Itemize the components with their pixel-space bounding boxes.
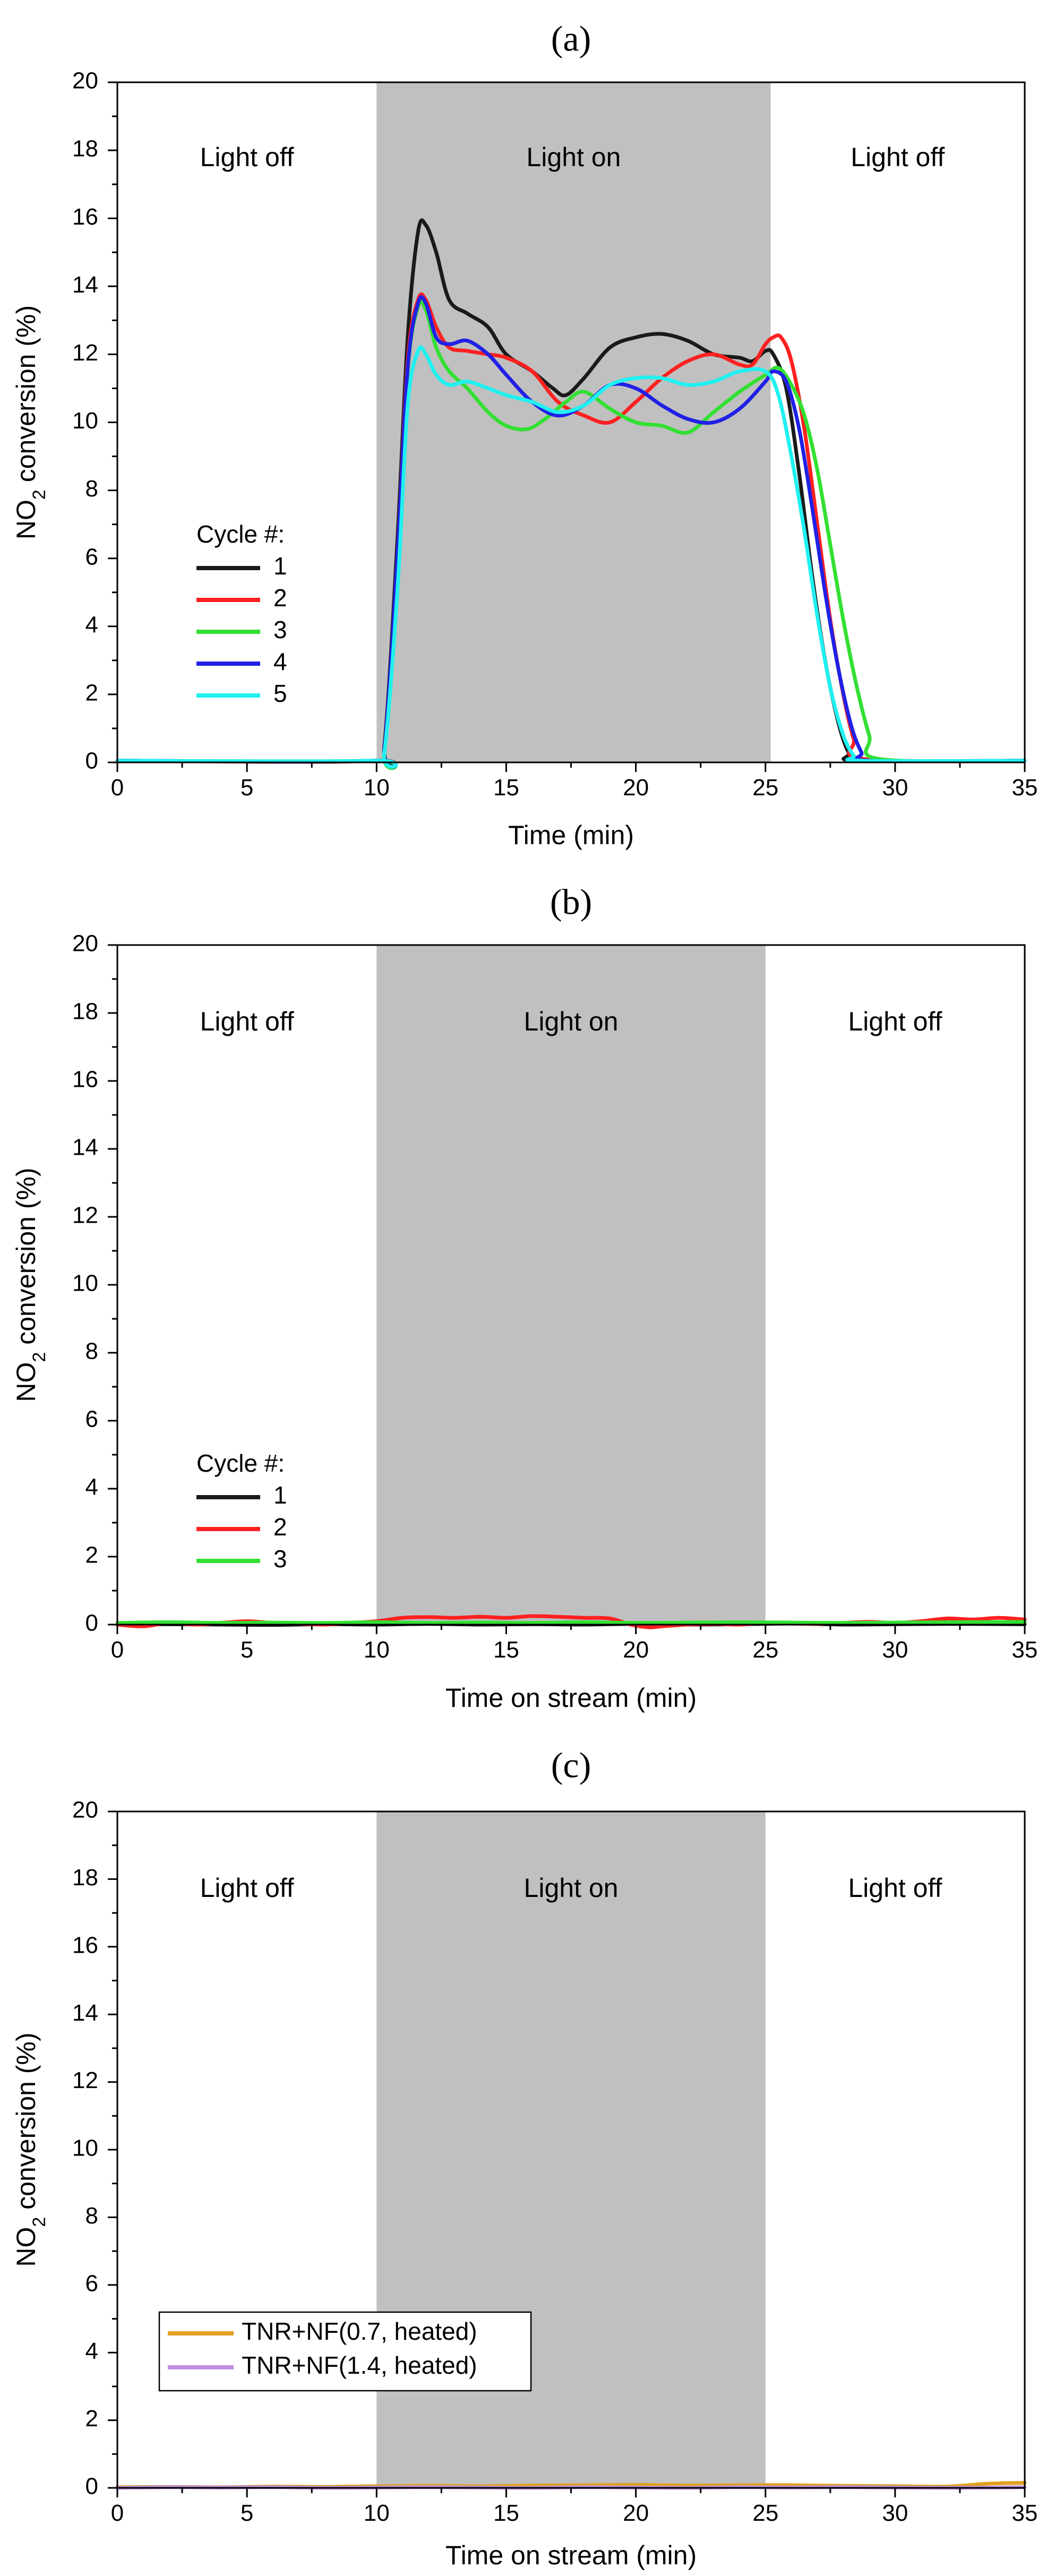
y-tick-label: 8 [85,1338,98,1364]
region-label: Light off [200,142,294,172]
region-label: Light on [524,1007,619,1036]
y-tick-label: 20 [72,931,98,957]
y-axis-title: NO2 conversion (%) [11,305,49,539]
legend-entry: 1 [273,552,287,580]
y-tick-label: 2 [85,1542,98,1568]
panel-label: (b) [550,882,592,922]
x-tick-label: 5 [241,775,253,801]
x-tick-label: 30 [882,775,908,801]
x-tick-label: 35 [1012,2500,1038,2526]
y-axis-title: NO2 conversion (%) [11,2032,49,2266]
panel-label: (a) [551,19,591,59]
panel-label: (c) [551,1745,591,1785]
x-axis-title: Time on stream (min) [445,1683,697,1713]
x-tick-label: 0 [111,1637,124,1663]
light-on-region [376,945,766,1625]
x-tick-label: 5 [241,1637,253,1663]
x-tick-label: 35 [1012,1637,1038,1663]
region-label: Light off [851,142,945,172]
y-tick-label: 10 [72,2135,98,2161]
region-label: Light on [524,1873,619,1903]
y-tick-label: 20 [72,1797,98,1823]
legend: TNR+NF(0.7, heated) TNR+NF(1.4, heated) [158,2311,532,2392]
region-label: Light off [200,1007,294,1036]
x-axis-title: Time on stream (min) [445,2540,697,2570]
x-tick-label: 10 [364,775,390,801]
y-tick-label: 2 [85,680,98,706]
legend-entry: TNR+NF(0.7, heated) [242,2317,477,2345]
y-tick-label: 10 [72,1270,98,1296]
x-tick-label: 30 [882,1637,908,1663]
y-tick-label: 4 [85,2338,98,2364]
y-tick-label: 0 [85,1610,98,1636]
y-tick-label: 16 [72,1932,98,1958]
y-tick-label: 12 [72,2067,98,2093]
y-tick-label: 8 [85,476,98,502]
x-axis-title: Time (min) [508,820,634,850]
y-tick-label: 16 [72,1067,98,1093]
region-label: Light off [848,1007,942,1036]
legend-entry: 2 [273,1513,287,1541]
legend-title: Cycle #: [196,520,285,548]
x-tick-label: 15 [493,1637,519,1663]
y-tick-label: 4 [85,612,98,638]
y-tick-label: 14 [72,272,98,298]
x-tick-label: 0 [111,775,124,801]
legend-entry: 5 [273,680,287,707]
y-tick-label: 18 [72,999,98,1025]
y-tick-label: 14 [72,1135,98,1161]
legend-entry: 4 [273,648,287,675]
y-tick-label: 20 [72,68,98,94]
x-tick-label: 25 [752,1637,778,1663]
x-tick-label: 5 [241,2500,253,2526]
series-line-3 [115,1620,1027,1625]
legend-entry: 1 [273,1481,287,1509]
y-tick-label: 6 [85,1406,98,1432]
legend: Cycle #: 1 2 3 4 5 [196,520,287,707]
y-tick-label: 4 [85,1474,98,1500]
x-tick-label: 25 [752,2500,778,2526]
legend-entry: 2 [273,584,287,612]
x-tick-label: 10 [364,2500,390,2526]
region-label: Light off [200,1873,294,1903]
legend: Cycle #: 1 2 3 [196,1449,287,1573]
y-tick-label: 6 [85,2270,98,2296]
y-tick-label: 2 [85,2406,98,2432]
x-tick-label: 15 [493,775,519,801]
x-tick-label: 35 [1012,775,1038,801]
x-tick-label: 25 [752,775,778,801]
y-tick-label: 12 [72,340,98,366]
y-tick-label: 8 [85,2203,98,2229]
y-tick-label: 10 [72,408,98,434]
legend-entry: TNR+NF(1.4, heated) [242,2351,477,2379]
x-tick-label: 20 [623,775,649,801]
y-tick-label: 14 [72,2000,98,2026]
y-tick-label: 0 [85,748,98,774]
x-tick-label: 20 [623,2500,649,2526]
y-tick-label: 6 [85,544,98,570]
legend-entry: 3 [273,1545,287,1573]
y-axis-title: NO2 conversion (%) [11,1167,49,1402]
y-tick-label: 0 [85,2474,98,2500]
region-label: Light on [526,142,621,172]
y-tick-label: 18 [72,1865,98,1891]
x-tick-label: 15 [493,2500,519,2526]
y-tick-label: 16 [72,204,98,230]
legend-box [158,2311,532,2392]
x-tick-label: 10 [364,1637,390,1663]
y-tick-label: 18 [72,136,98,162]
series-line-5 [115,345,1027,769]
x-tick-label: 30 [882,2500,908,2526]
legend-title: Cycle #: [196,1449,285,1477]
x-tick-label: 0 [111,2500,124,2526]
legend-entry: 3 [273,616,287,643]
x-tick-label: 20 [623,1637,649,1663]
region-label: Light off [848,1873,942,1903]
y-tick-label: 12 [72,1203,98,1229]
